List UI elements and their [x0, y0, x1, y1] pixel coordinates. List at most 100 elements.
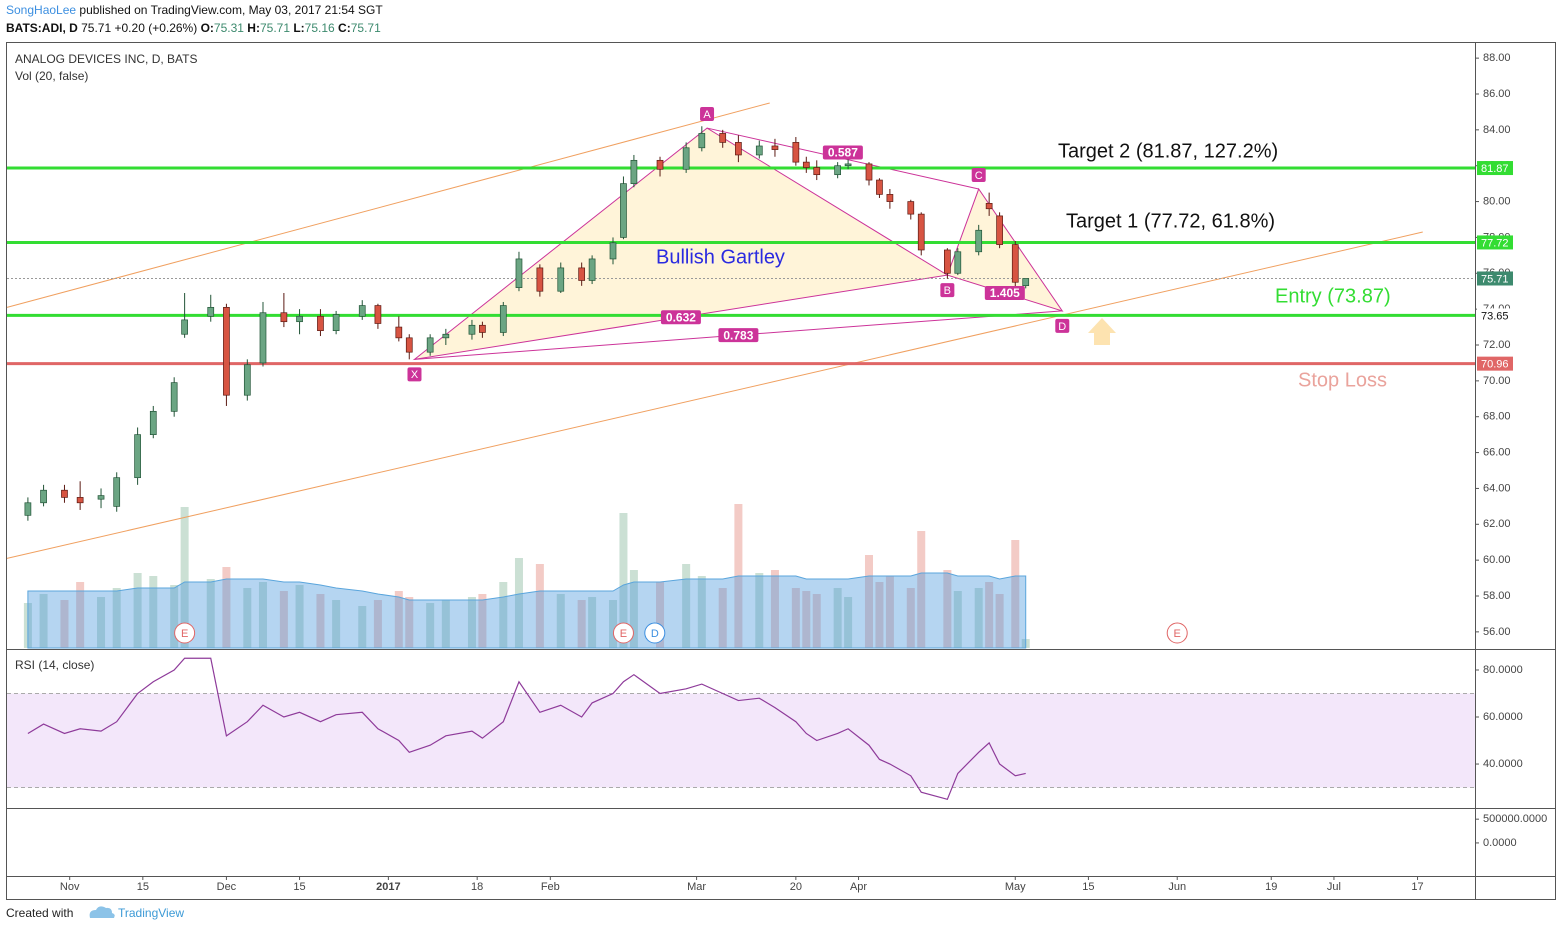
candle-body — [134, 434, 141, 479]
candle-body — [61, 489, 68, 498]
candle-body — [499, 305, 507, 333]
event-label: E — [620, 628, 627, 640]
volume-bar — [60, 600, 69, 648]
rsi-band — [7, 693, 1475, 788]
author[interactable]: SongHaoLee — [6, 3, 76, 17]
price-tag — [1477, 356, 1513, 371]
x-tick-label: 15 — [137, 881, 149, 893]
candle-body — [374, 305, 382, 324]
price-tag-label: 73.65 — [1481, 310, 1509, 322]
pattern-point-label: X — [411, 369, 419, 381]
volume-bar — [619, 513, 628, 648]
pattern-point-box — [971, 168, 986, 183]
close: 75.71 — [351, 21, 381, 35]
candle-body — [876, 179, 883, 195]
candle-body — [865, 163, 873, 181]
candle-body — [479, 324, 486, 333]
candle-body — [735, 142, 742, 156]
volume-bar — [149, 576, 158, 648]
last: 75.71 — [81, 21, 111, 35]
candle-body — [792, 142, 800, 163]
rsi-tick-label: 40.0000 — [1483, 758, 1523, 770]
pane3-tick-label: 0.0000 — [1483, 837, 1517, 849]
price-tag-label: 70.96 — [1481, 359, 1509, 371]
candle-body — [886, 194, 894, 202]
pattern-point-label: D — [1058, 321, 1066, 333]
price-tag — [1477, 235, 1513, 250]
candle-body — [395, 326, 403, 339]
volume-bar — [206, 579, 215, 648]
volume-bar — [943, 570, 952, 648]
low: 75.16 — [305, 21, 335, 35]
pattern-point-label: B — [944, 285, 951, 297]
x-tick-label: 15 — [293, 881, 305, 893]
price-tag — [1477, 308, 1513, 323]
level-label: Entry (73.87) — [1275, 285, 1391, 307]
x-tick-label: Dec — [217, 881, 237, 893]
rsi-study: RSI (14, close) — [15, 658, 94, 672]
candle-body — [442, 333, 450, 339]
event-marker — [174, 622, 196, 644]
candle-body — [698, 133, 706, 149]
footer-brand[interactable]: TradingView — [118, 906, 184, 920]
volume-bar — [812, 594, 821, 648]
pattern-point-label: C — [975, 170, 983, 182]
volume-bar — [629, 570, 638, 648]
event-label: E — [181, 628, 188, 640]
candle-body — [1022, 278, 1030, 287]
candle-body — [719, 133, 727, 143]
level-label: Stop Loss — [1298, 369, 1387, 391]
candle-body — [755, 145, 763, 156]
candle-body — [656, 159, 664, 170]
y-tick-label: 88.00 — [1483, 52, 1511, 64]
candle-body — [844, 163, 852, 167]
price-tag — [1477, 271, 1513, 286]
candle-body — [97, 495, 105, 500]
candle-body — [536, 267, 544, 292]
event-label: E — [1174, 628, 1181, 640]
ratio-box — [660, 310, 701, 325]
candle-body — [609, 242, 617, 260]
candle-body — [813, 167, 821, 176]
candle-body — [557, 267, 565, 292]
candle-body — [975, 229, 983, 253]
candle-body — [76, 497, 84, 504]
candle-body — [317, 315, 324, 332]
level-label: Target 2 (81.87, 127.2%) — [1058, 140, 1278, 162]
x-tick-label: 19 — [1265, 881, 1277, 893]
x-tick-label: 15 — [1082, 881, 1094, 893]
candle-body — [515, 258, 523, 288]
y-tick-label: 62.00 — [1483, 518, 1511, 530]
price-tag-label: 81.87 — [1481, 163, 1509, 175]
price-tag-label: 77.72 — [1481, 237, 1509, 249]
pattern-name: Bullish Gartley — [656, 246, 785, 268]
volume-bar — [577, 600, 586, 648]
volume-bar — [170, 585, 179, 648]
footer-created: Created with — [6, 906, 73, 920]
volume-bar — [514, 558, 523, 648]
y-tick-label: 60.00 — [1483, 554, 1511, 566]
candle-body — [113, 477, 121, 507]
o-label: O: — [201, 21, 214, 35]
x-tick-label: Jun — [1168, 881, 1186, 893]
candle-body — [332, 314, 340, 332]
volume-bar — [243, 588, 252, 648]
volume-bar — [755, 573, 764, 648]
entry-arrow — [1088, 318, 1116, 345]
ratio-label: 0.783 — [723, 328, 753, 342]
event-marker — [1166, 622, 1188, 644]
candle-body — [578, 267, 586, 281]
volume-bar — [76, 582, 85, 648]
candle-body — [259, 312, 267, 364]
x-tick-label: 20 — [790, 881, 802, 893]
y-tick-label: 84.00 — [1483, 124, 1511, 136]
y-tick-label: 58.00 — [1483, 590, 1511, 602]
candle-body — [907, 201, 915, 215]
rsi-tick-label: 60.0000 — [1483, 711, 1523, 723]
trend-line — [6, 231, 1423, 559]
volume-bar — [588, 597, 597, 648]
ratio-label: 0.632 — [666, 310, 696, 324]
volume-bar — [697, 576, 706, 648]
ratio-label: 0.587 — [828, 146, 858, 160]
